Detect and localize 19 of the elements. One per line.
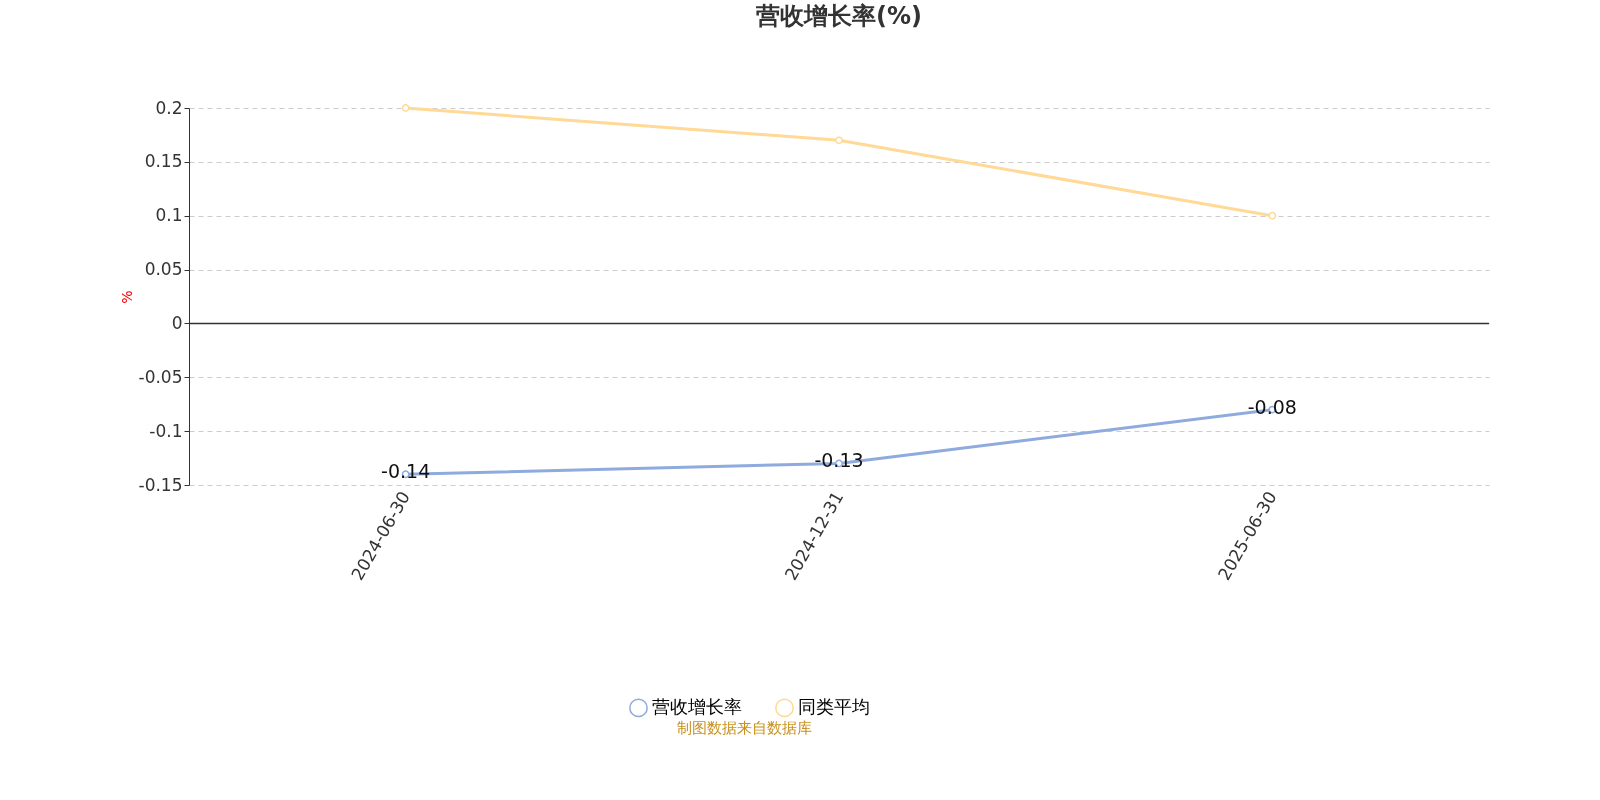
y-tick-label: -0.05 bbox=[138, 366, 183, 387]
text: 制图数据来自数据库 bbox=[676, 719, 812, 737]
legend-label: 营收增长率 bbox=[652, 695, 742, 717]
data-label: -0.13 bbox=[814, 449, 864, 472]
y-tick-label: 0.15 bbox=[144, 151, 183, 172]
y-tick-label: 0.2 bbox=[155, 97, 183, 118]
legend-label: 同类平均 bbox=[798, 695, 870, 717]
y-tick-label: 0.1 bbox=[155, 205, 183, 226]
point bbox=[1268, 211, 1277, 220]
y-tick-label: -0.1 bbox=[149, 420, 183, 441]
data-label: -0.08 bbox=[1247, 395, 1297, 418]
point bbox=[835, 136, 843, 145]
y-tick-label: 0.05 bbox=[144, 259, 183, 280]
y-axis-title: % bbox=[118, 290, 135, 304]
data-label: -0.14 bbox=[381, 460, 431, 483]
chart-title: 营收增长率(%) bbox=[755, 2, 922, 30]
y-tick-label: -0.15 bbox=[138, 474, 183, 495]
y-tick-label: 0 bbox=[171, 312, 183, 333]
point bbox=[401, 104, 410, 112]
